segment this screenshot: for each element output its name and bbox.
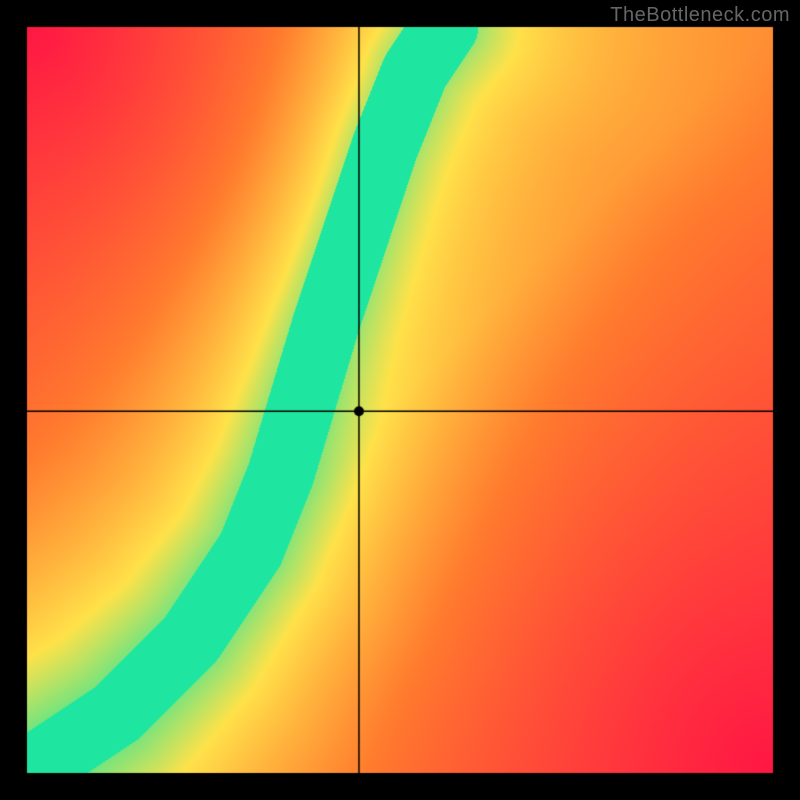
chart-container: { "watermark": { "text": "TheBottleneck.… <box>0 0 800 800</box>
bottleneck-heatmap <box>0 0 800 800</box>
watermark-text: TheBottleneck.com <box>610 4 790 27</box>
